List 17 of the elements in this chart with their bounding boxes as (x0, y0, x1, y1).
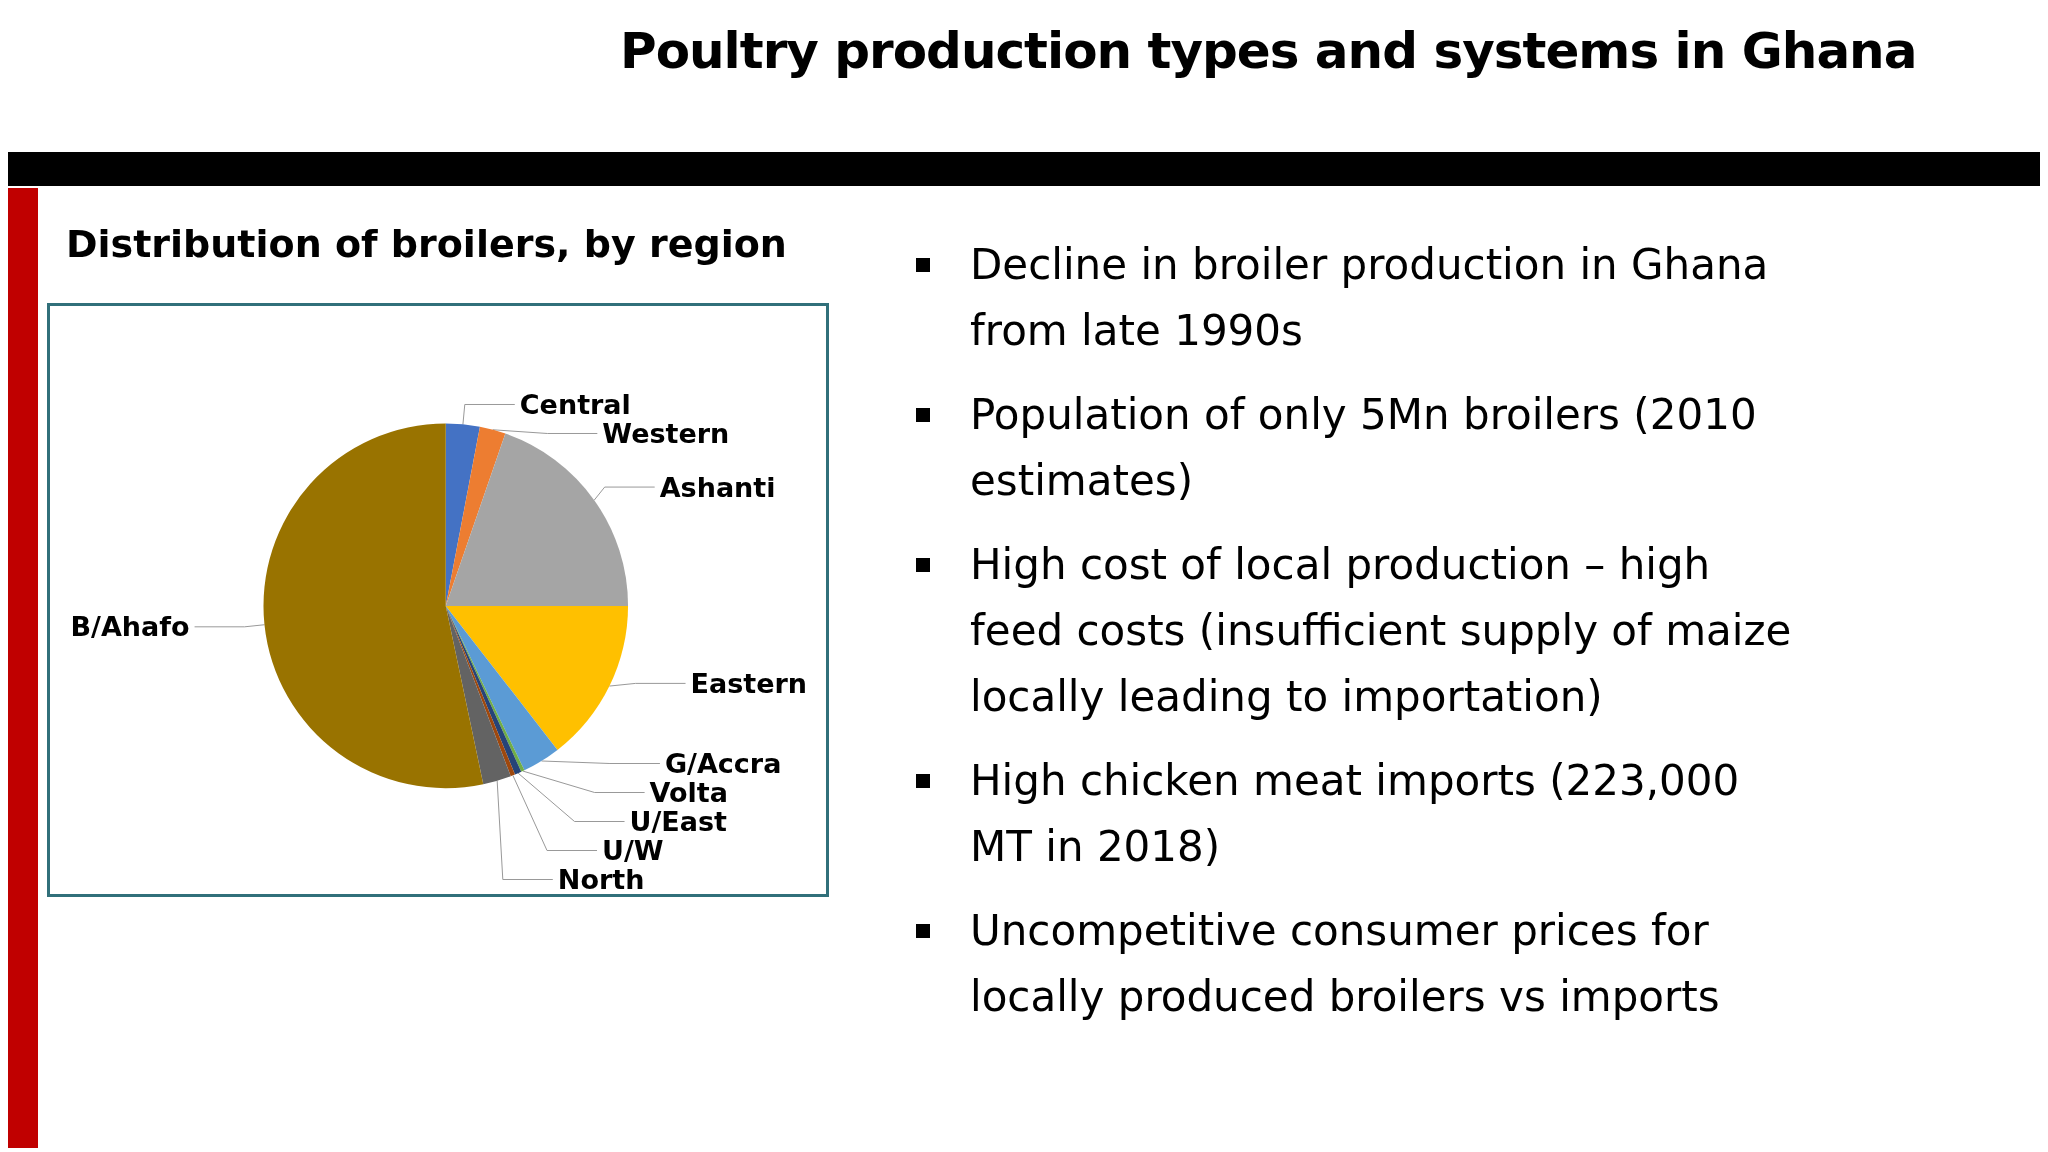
slice-label: Eastern (690, 667, 808, 699)
slice-label: U/W (602, 835, 664, 866)
text: Uncompetitive consumer prices for locally produced broilers vs imports (970, 898, 1810, 1030)
slice-label: Western (602, 418, 730, 449)
slice-label: G/Accra (664, 748, 782, 779)
slice-label: B/Ahafo (70, 611, 190, 643)
text: High cost of local production – high feed costs (insufficient supply of maize locally leading to importation) (970, 532, 1810, 730)
slice-label: Ashanti (659, 471, 776, 503)
slice-label: North (557, 864, 645, 895)
slice-label: U/East (629, 806, 728, 837)
text: High chicken meat imports (223,000 MT in 2018) (970, 748, 1810, 880)
text: Poultry production types and systems in Ghana (620, 22, 1917, 80)
slice-label: Volta (649, 777, 728, 808)
text: Population of only 5Mn broilers (2010 estimates) (970, 382, 1810, 514)
text: Decline in broiler production in Ghana from late 1990s (970, 232, 1810, 364)
slice-label: Central (519, 389, 631, 420)
chart-subtitle: Distribution of broilers, by region (66, 222, 787, 266)
